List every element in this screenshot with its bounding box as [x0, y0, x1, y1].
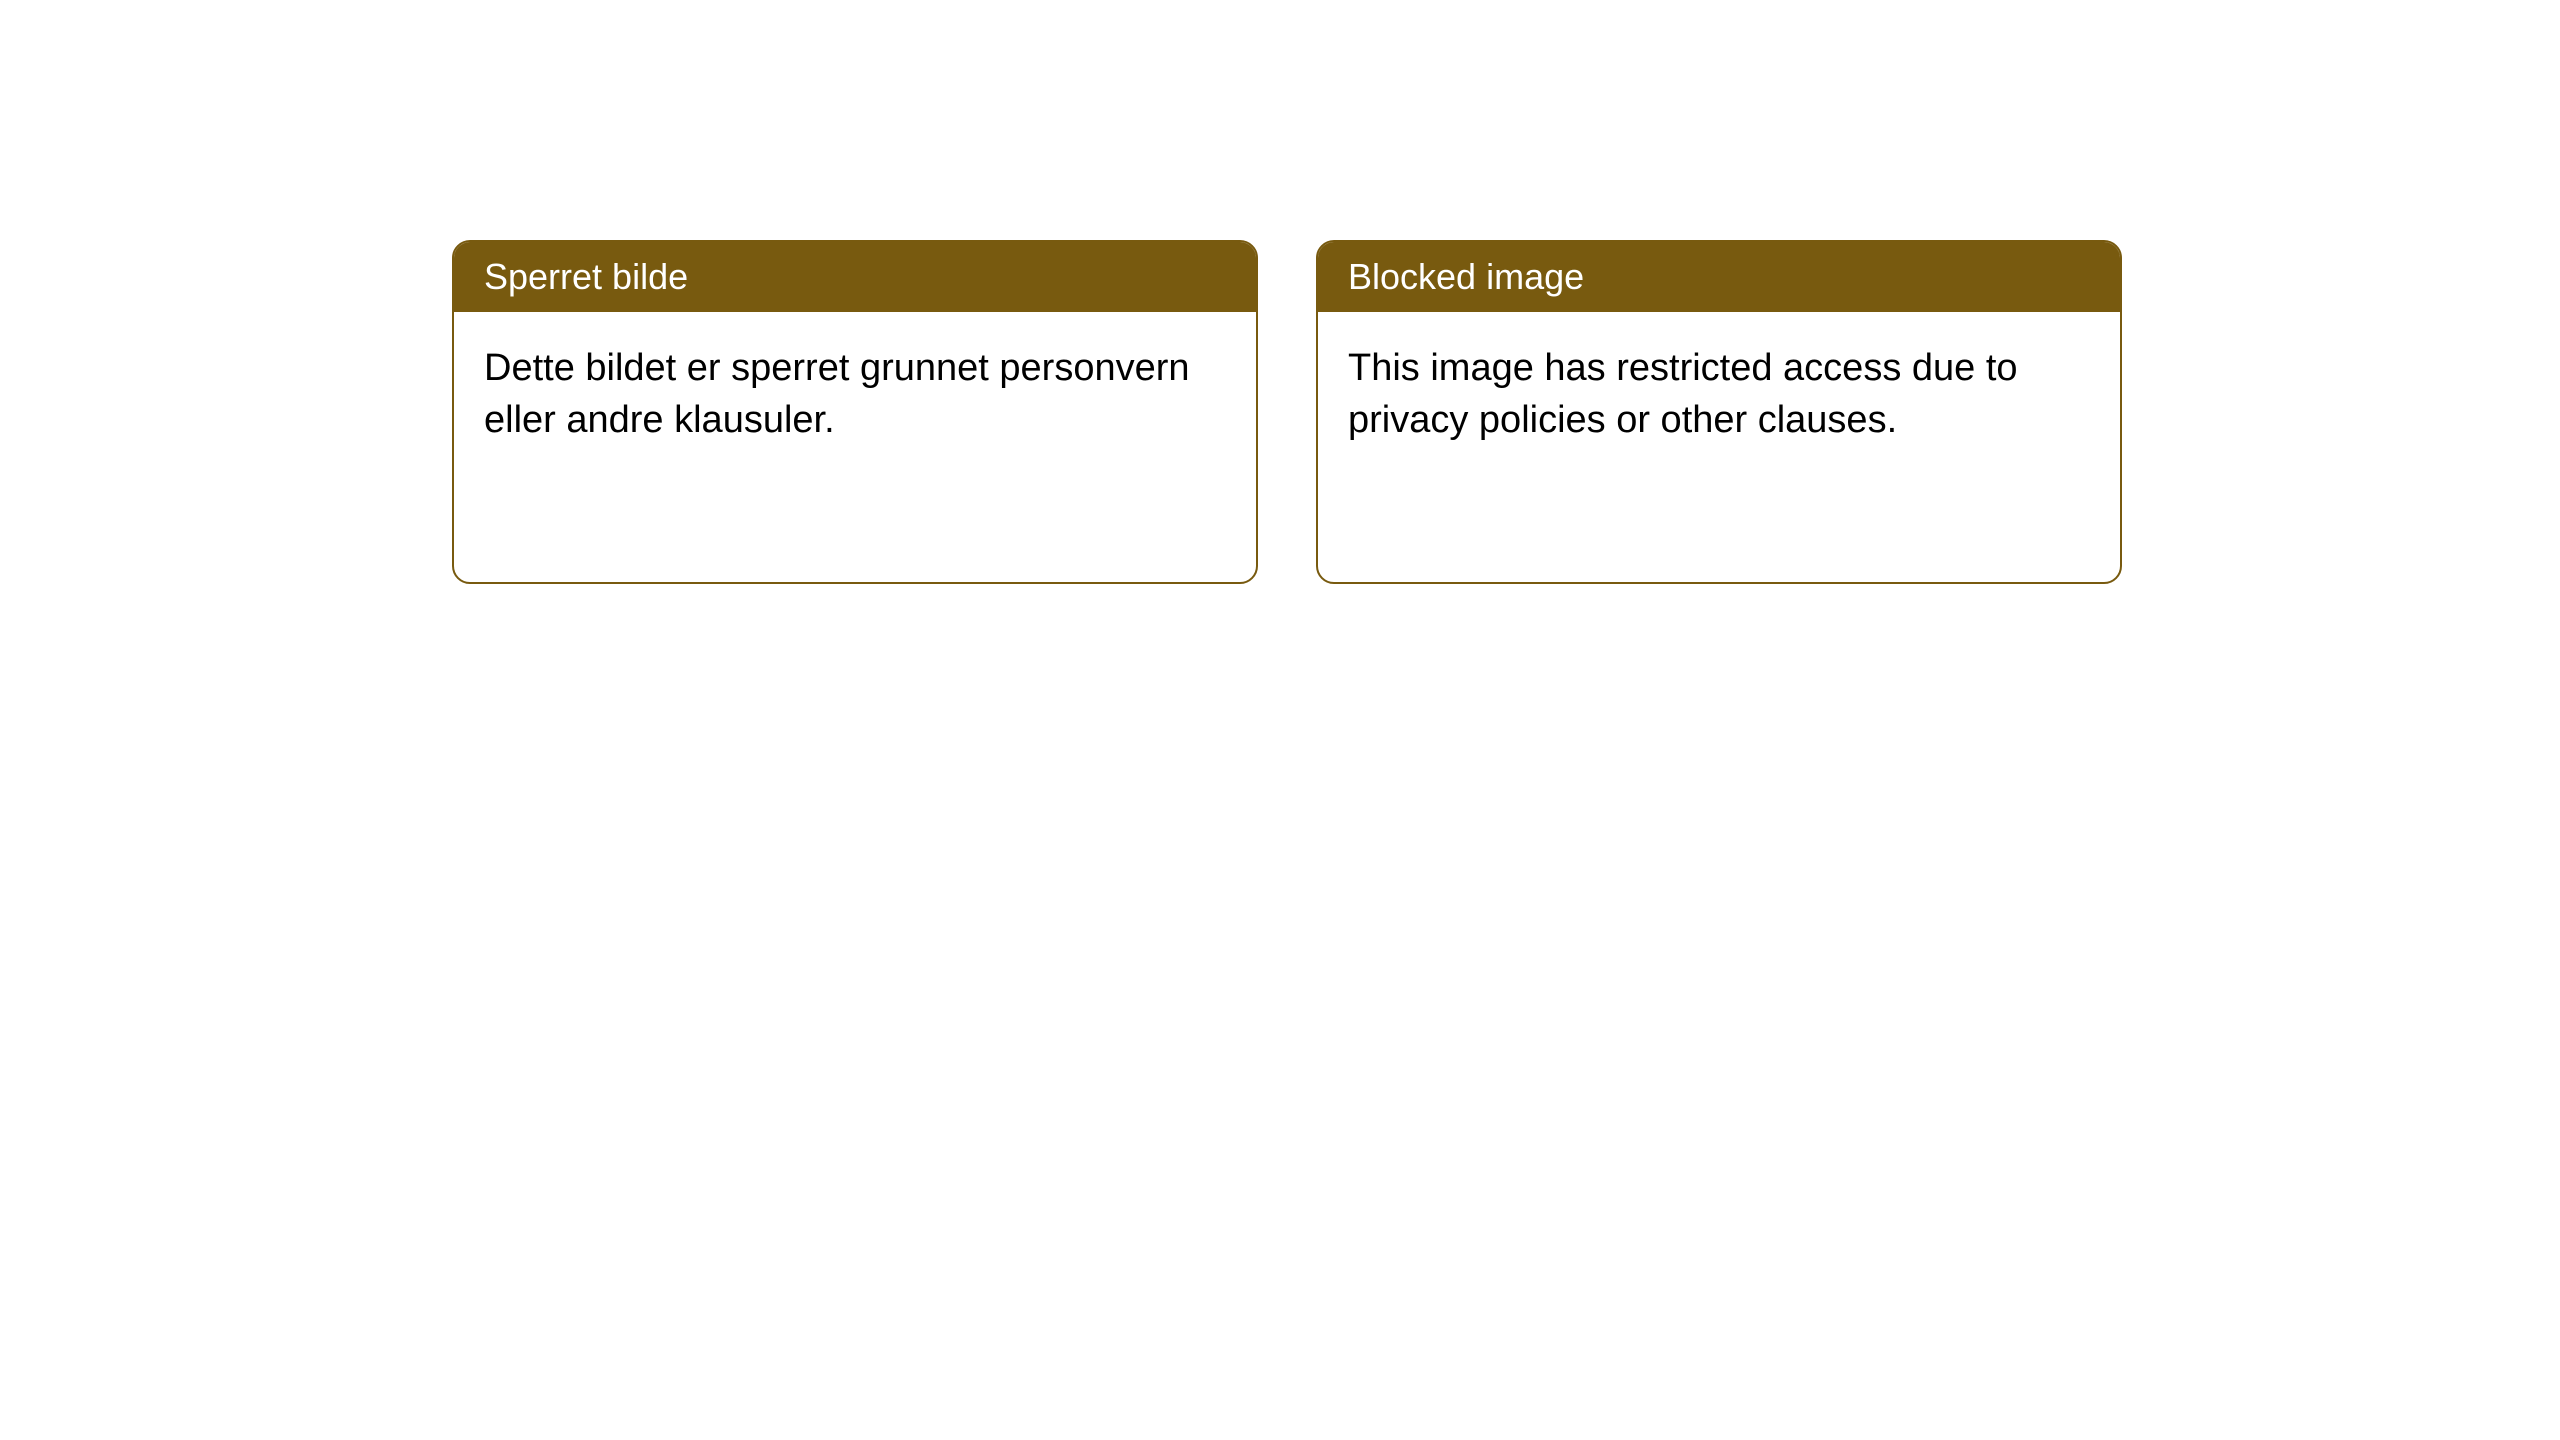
notice-card-norwegian: Sperret bilde Dette bildet er sperret gr… — [452, 240, 1258, 584]
card-body: This image has restricted access due to … — [1318, 312, 2120, 582]
card-body-text: Dette bildet er sperret grunnet personve… — [484, 347, 1190, 441]
notice-cards-container: Sperret bilde Dette bildet er sperret gr… — [452, 240, 2122, 584]
card-body: Dette bildet er sperret grunnet personve… — [454, 312, 1256, 582]
card-header: Blocked image — [1318, 242, 2120, 312]
card-title: Blocked image — [1348, 256, 1584, 297]
card-body-text: This image has restricted access due to … — [1348, 347, 2018, 441]
notice-card-english: Blocked image This image has restricted … — [1316, 240, 2122, 584]
card-header: Sperret bilde — [454, 242, 1256, 312]
card-title: Sperret bilde — [484, 256, 688, 297]
